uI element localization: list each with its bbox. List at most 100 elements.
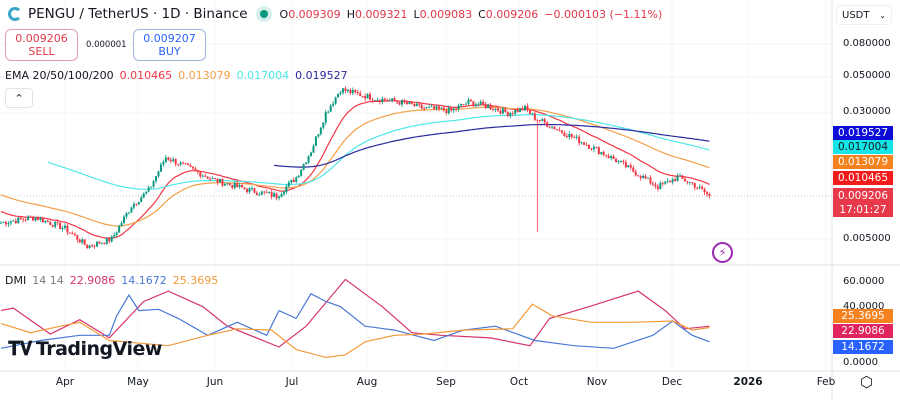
candle-body — [681, 175, 684, 179]
candle-body — [514, 110, 517, 114]
candle-body — [509, 113, 512, 116]
candle-body — [115, 232, 118, 235]
candle-body — [622, 160, 625, 163]
candle-body — [76, 235, 79, 240]
lightning-icon[interactable]: ⚡ — [712, 242, 733, 263]
symbol-title[interactable]: PENGU / TetherUS · 1D · Binance — [28, 6, 248, 22]
candle-body — [447, 107, 450, 113]
candle-body — [216, 178, 219, 183]
ema50-price-tag: 0.013079 — [833, 155, 893, 169]
ema200-value: 0.019527 — [295, 69, 348, 82]
candle-body — [24, 219, 27, 221]
candle-body — [113, 234, 116, 237]
symbol-header[interactable]: PENGU / TetherUS · 1D · Binance O0.00930… — [8, 6, 662, 22]
candle-body — [93, 245, 96, 247]
candle-body — [41, 218, 44, 223]
candle-body — [647, 177, 650, 179]
settings-icon[interactable]: ⬡ — [860, 373, 874, 391]
candle-body — [437, 106, 440, 109]
candle-body — [430, 106, 433, 108]
candle-body — [531, 113, 534, 115]
candle-body — [474, 104, 477, 107]
candle-body — [563, 132, 566, 136]
candle-body — [634, 171, 637, 176]
currency-select[interactable]: USDT ⌄ — [836, 5, 892, 25]
candle-body — [226, 183, 229, 185]
candle-body — [418, 103, 421, 105]
candle-body — [44, 220, 47, 223]
candle-body — [364, 96, 367, 99]
last-price: 0.009206 — [837, 190, 889, 202]
candle-body — [388, 100, 391, 102]
ema100-value: 0.017004 — [236, 69, 290, 82]
candle-body — [688, 182, 691, 183]
candle-body — [49, 222, 52, 225]
change-value: −0.000103 (−1.11%) — [544, 7, 663, 21]
candle-body — [378, 99, 381, 103]
candle-body — [506, 112, 509, 116]
candle-body — [194, 168, 197, 171]
open-value: 0.009309 — [288, 7, 341, 21]
candle-body — [238, 185, 241, 187]
candle-body — [155, 176, 158, 182]
candle-body — [307, 156, 310, 163]
candle-body — [236, 182, 239, 187]
candle-body — [519, 108, 522, 113]
ema200-line — [274, 123, 710, 168]
candle-body — [587, 145, 590, 149]
candle-body — [381, 98, 384, 103]
bar-countdown: 17:01:27 — [839, 204, 887, 216]
candle-body — [401, 100, 404, 105]
sell-button[interactable]: 0.009206 SELL — [5, 29, 78, 61]
candle-body — [105, 237, 108, 244]
time-tick: Oct — [509, 376, 529, 388]
candle-body — [624, 162, 627, 168]
candle-body — [629, 165, 632, 168]
candle-body — [199, 171, 202, 177]
candle-body — [551, 126, 554, 128]
candle-body — [246, 188, 249, 192]
candle-body — [327, 111, 330, 113]
candle-body — [435, 106, 438, 109]
candle-body — [22, 219, 25, 220]
candle-body — [120, 223, 123, 226]
candle-body — [273, 193, 276, 197]
candle-body — [280, 194, 283, 197]
candle-body — [462, 104, 465, 105]
ema20-price-tag: 0.010465 — [833, 171, 893, 185]
candle-body — [310, 152, 312, 157]
candle-body — [492, 109, 495, 111]
dmi-legend[interactable]: DMI 14 14 22.9086 14.1672 25.3695 — [5, 274, 218, 287]
candle-body — [543, 119, 546, 123]
candle-body — [501, 108, 504, 114]
tradingview-logo[interactable]: 𝐓𝐕 TradingView — [8, 338, 162, 360]
candle-body — [661, 182, 664, 184]
collapse-legend-button[interactable]: ⌃ — [5, 88, 33, 108]
dmi-tick: 60.0000 — [843, 276, 885, 287]
time-tick: May — [127, 376, 149, 388]
candle-body — [312, 145, 315, 153]
ema100-price-tag: 0.017004 — [833, 140, 893, 154]
candle-body — [191, 166, 194, 169]
candle-body — [373, 100, 376, 102]
candle-body — [369, 94, 372, 100]
candle-body — [696, 187, 699, 189]
candle-body — [649, 177, 652, 184]
ema-legend[interactable]: EMA 20/50/100/200 0.010465 0.013079 0.01… — [5, 69, 348, 82]
candle-body — [560, 130, 563, 133]
candle-body — [666, 180, 669, 182]
candle-body — [46, 220, 49, 223]
candle-body — [95, 241, 98, 247]
candle-body — [467, 99, 470, 104]
candle-body — [349, 89, 352, 94]
candle-body — [703, 189, 706, 193]
candle-body — [410, 102, 413, 105]
candle-body — [263, 191, 266, 193]
last-price-tag: 0.009206 17:01:27 — [833, 188, 893, 217]
dmi-value-2: 14.1672 — [121, 274, 167, 287]
price-tick: 0.005000 — [843, 233, 891, 244]
candle-body — [68, 232, 71, 234]
candle-body — [442, 107, 445, 111]
buy-button[interactable]: 0.009207 BUY — [133, 29, 206, 61]
